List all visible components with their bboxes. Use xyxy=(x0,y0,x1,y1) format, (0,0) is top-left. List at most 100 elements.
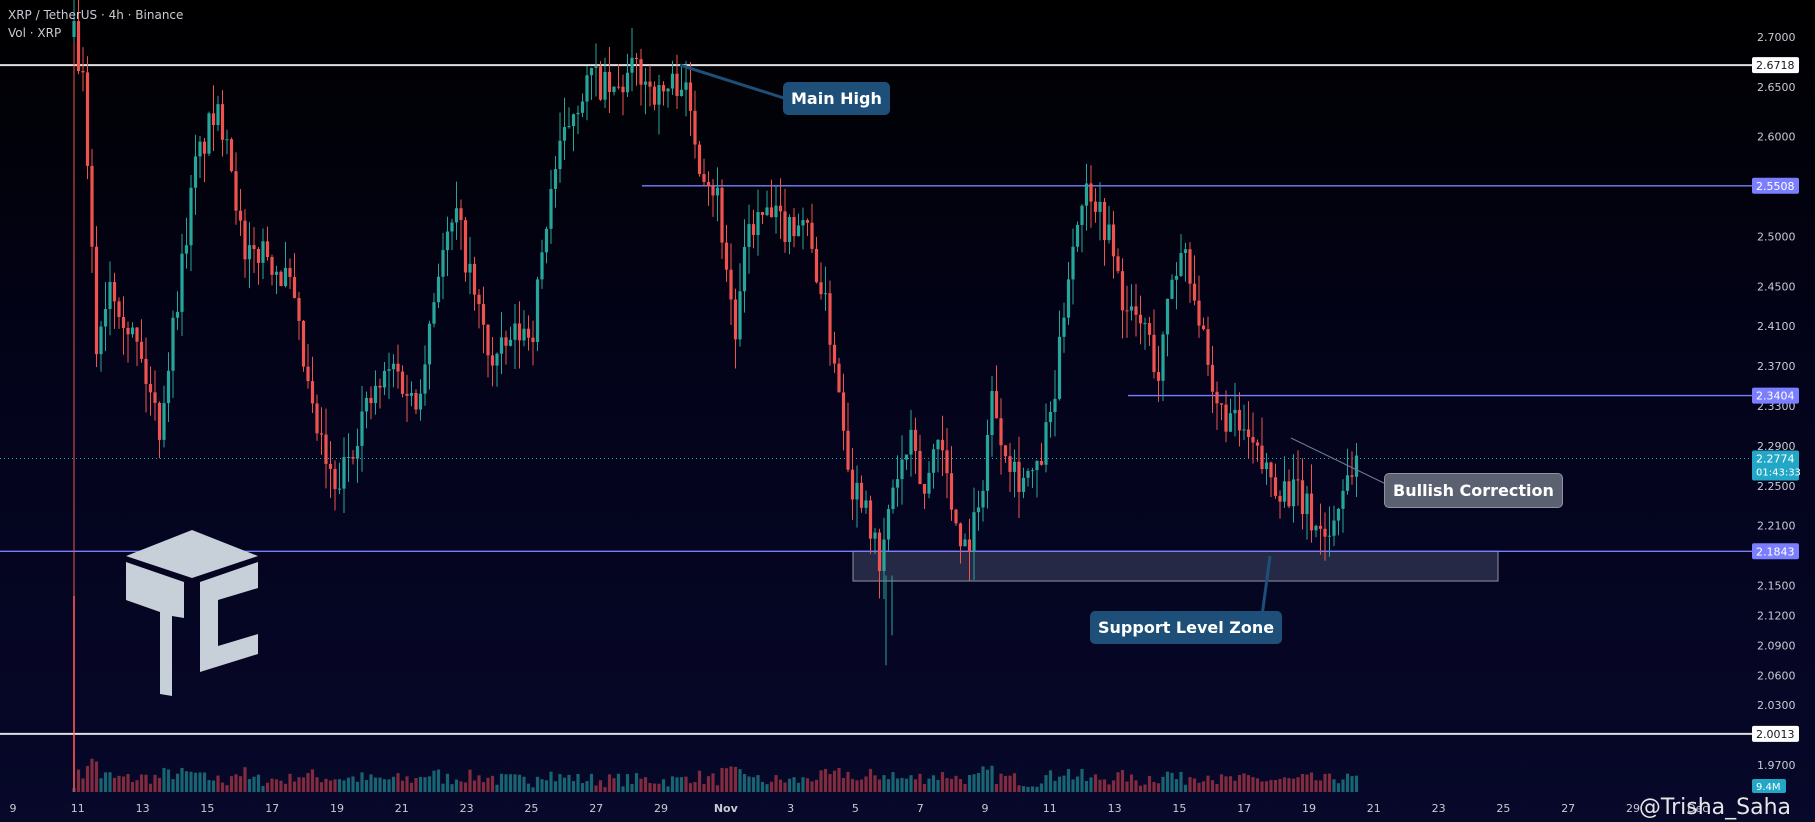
candle-body xyxy=(1003,445,1008,457)
candle-body xyxy=(756,212,760,236)
volume-tag-bg xyxy=(1752,779,1786,793)
volume-bar xyxy=(508,774,513,792)
volume-bar xyxy=(1003,775,1008,792)
volume-bar xyxy=(864,776,868,792)
candle-body xyxy=(1233,409,1237,414)
volume-bar xyxy=(1048,770,1053,792)
volume-bar xyxy=(261,786,265,792)
volume-bar xyxy=(108,772,112,792)
candle-body xyxy=(288,267,292,277)
candle-body xyxy=(198,141,202,157)
price-tick-label: 2.0900 xyxy=(1757,639,1796,652)
volume-bar xyxy=(877,779,882,792)
candle-body xyxy=(486,324,490,356)
x-tick-label: 27 xyxy=(1561,802,1575,815)
volume-bar xyxy=(1206,775,1210,792)
candle-body xyxy=(1017,461,1021,492)
volume-bar xyxy=(621,786,625,792)
volume-bar xyxy=(769,781,774,792)
volume-bar xyxy=(850,778,855,792)
volume-bar xyxy=(715,785,720,792)
volume-bar xyxy=(1192,778,1197,792)
volume-bar xyxy=(1039,783,1044,792)
candle-body xyxy=(886,509,891,540)
volume-bar xyxy=(634,773,639,792)
volume-bar xyxy=(1062,775,1066,792)
volume-bar xyxy=(292,781,297,792)
volume-bar xyxy=(936,780,940,792)
volume-bar xyxy=(837,767,841,792)
candle-body xyxy=(855,482,859,500)
level-tag-bg xyxy=(1752,543,1799,560)
volume-bar xyxy=(468,769,472,792)
volume-bar xyxy=(391,776,396,792)
candle-body xyxy=(895,479,900,488)
volume-bar xyxy=(1336,783,1341,792)
candle-body xyxy=(234,171,238,211)
level-tag-bg xyxy=(1752,177,1799,194)
volume-bar xyxy=(760,781,765,792)
candle-body xyxy=(1260,445,1264,470)
candle-body xyxy=(1048,411,1053,423)
volume-bar xyxy=(1134,780,1138,792)
candle-body xyxy=(247,245,252,260)
candle-body xyxy=(931,449,936,473)
volume-bar xyxy=(909,775,913,792)
candle-body xyxy=(1246,429,1251,438)
candle-body xyxy=(130,327,135,335)
candle-body xyxy=(1161,334,1165,381)
candle-body xyxy=(733,299,738,340)
volume-bar xyxy=(1008,775,1012,792)
candle-body xyxy=(1255,442,1260,446)
logo-icon xyxy=(126,530,258,696)
candle-body xyxy=(868,500,873,539)
volume-bar xyxy=(702,783,706,792)
candle-body xyxy=(517,323,522,341)
candle-body xyxy=(706,182,711,187)
candle-body xyxy=(1174,275,1179,280)
volume-bar xyxy=(90,758,94,792)
candle-body xyxy=(792,217,796,237)
candle-body xyxy=(1138,314,1143,324)
volume-bar xyxy=(549,771,553,792)
volume-bar xyxy=(783,782,787,792)
candle-body xyxy=(747,224,751,247)
volume-bar xyxy=(787,778,792,792)
candle-body xyxy=(1093,201,1098,212)
candle-body xyxy=(679,89,684,96)
candle-body xyxy=(324,434,328,464)
candle-body xyxy=(1071,246,1075,280)
volume-bar xyxy=(976,772,981,792)
candle-body xyxy=(333,468,337,490)
volume-bar xyxy=(1201,781,1206,792)
x-tick-label: 27 xyxy=(589,802,603,815)
volume-bar xyxy=(436,769,441,792)
volume-bar xyxy=(774,775,778,792)
x-tick-label: 29 xyxy=(654,802,668,815)
candle-body xyxy=(558,140,562,170)
candle-body xyxy=(945,450,949,474)
candle-body xyxy=(238,210,243,221)
volume-bar xyxy=(832,770,837,792)
candle-body xyxy=(1012,461,1017,472)
volume-bar xyxy=(535,776,540,792)
candle-body xyxy=(774,205,778,218)
candle-body xyxy=(468,263,472,273)
volume-bar xyxy=(778,779,783,792)
candle-body xyxy=(1021,477,1026,492)
candle-body xyxy=(1057,336,1062,399)
candle-body xyxy=(1282,481,1287,502)
volume-bar xyxy=(1183,784,1188,792)
volume-bar xyxy=(193,772,198,792)
volume-bar xyxy=(463,782,468,792)
candle-body xyxy=(423,364,427,394)
volume-bar xyxy=(900,777,904,792)
candle-body xyxy=(1242,429,1246,431)
volume-bar xyxy=(297,777,301,792)
candle-body xyxy=(958,523,963,547)
candle-body xyxy=(342,457,346,489)
volume-bar xyxy=(1219,774,1224,792)
x-tick-label: 5 xyxy=(852,802,859,815)
candle-body xyxy=(535,279,540,342)
candle-body xyxy=(1210,364,1215,392)
